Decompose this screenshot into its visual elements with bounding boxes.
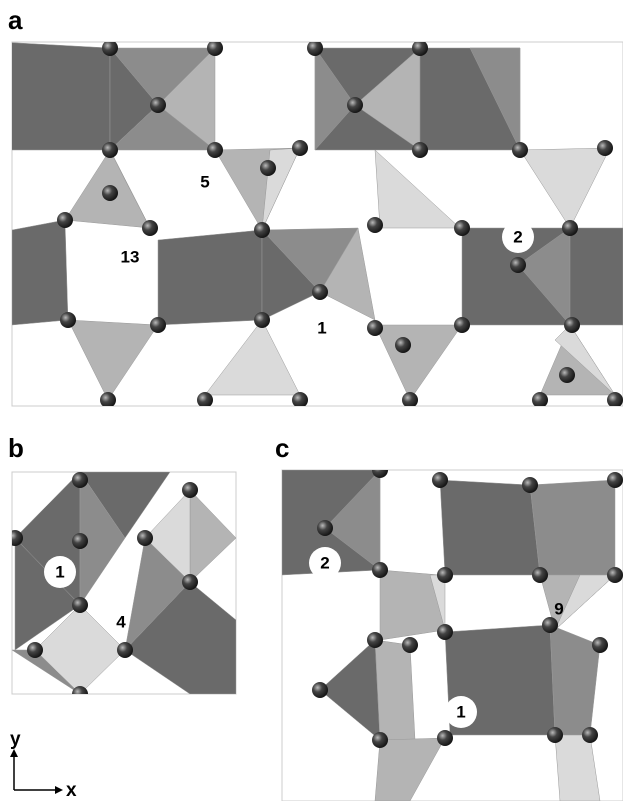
atom [367,320,383,336]
polyhedron-face [530,480,615,575]
atom [437,730,453,746]
atom [100,392,116,408]
polyhedron-face [375,738,445,801]
atom [372,732,388,748]
atom [607,472,623,488]
atom [367,217,383,233]
polyhedron-face [375,325,462,400]
atom [597,140,613,156]
atom-label: 2 [320,553,329,572]
atom [562,220,578,236]
atom [607,392,623,408]
arrow-head [55,786,63,794]
atom [260,160,276,176]
polyhedron-face [520,148,610,228]
panel-label: b [8,433,24,463]
atom [412,142,428,158]
polyhedron-face [440,480,540,575]
atom [312,682,328,698]
atom [412,40,428,56]
atom-label: 2 [513,227,522,246]
panel-label: c [275,433,289,463]
atom [317,520,333,536]
atom [57,212,73,228]
atom [437,567,453,583]
atom [72,686,88,702]
polyhedron-face [158,230,262,325]
atom [137,530,153,546]
atom [182,482,198,498]
atom [402,392,418,408]
atom [292,392,308,408]
atom [454,317,470,333]
atom [582,727,598,743]
atom [522,477,538,493]
atom [292,140,308,156]
polyhedron-face [550,625,600,735]
atom [207,40,223,56]
atom [547,727,563,743]
axis-label: y [10,729,21,750]
atom [347,97,363,113]
atom [254,312,270,328]
atom [559,367,575,383]
atom-label: 1 [456,702,465,721]
atom [197,392,213,408]
polyhedron-face [205,320,300,395]
atom [307,40,323,56]
atom [182,574,198,590]
axis-label: x [66,780,77,801]
atom [7,530,23,546]
atom-label: 5 [200,172,209,191]
atom [312,284,328,300]
atom [367,632,383,648]
atom [72,597,88,613]
atom [150,317,166,333]
atom-label: 13 [121,247,140,266]
atom [102,185,118,201]
polyhedron-face [320,640,380,740]
atom [372,562,388,578]
panel-label: a [8,5,23,35]
atom [27,642,43,658]
atom [395,337,411,353]
atom [72,472,88,488]
atom [117,642,133,658]
atom [564,317,580,333]
atom-label: 1 [317,318,326,337]
atom [592,637,608,653]
atom [102,40,118,56]
atom [372,462,388,478]
atom [72,533,88,549]
polyhedron-face [190,490,236,582]
atom [254,222,270,238]
polyhedron-face [375,640,415,740]
atom-label: 1 [55,562,64,581]
atom [607,567,623,583]
polyhedron-face [0,42,110,150]
polyhedron-face [12,220,68,325]
atom [510,257,526,273]
atom [532,567,548,583]
atom [60,312,76,328]
atom-label: 4 [116,612,126,631]
atom [402,637,418,653]
atom-label: 9 [554,599,563,618]
atom [542,617,558,633]
atom [512,142,528,158]
atom [207,142,223,158]
polyhedron-face [555,735,600,801]
atom [454,220,470,236]
polyhedron-face [570,228,623,325]
arrow-head [10,749,18,757]
atom [532,392,548,408]
figure: abc5132114291 y x [0,0,623,801]
atom [437,624,453,640]
atom [142,220,158,236]
atom [150,97,166,113]
atom [432,472,448,488]
atom [102,142,118,158]
polyhedron-face [375,150,460,228]
polyhedron-face [68,320,158,400]
